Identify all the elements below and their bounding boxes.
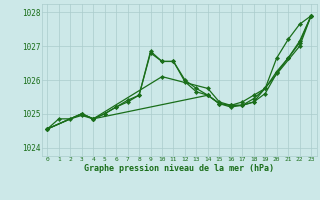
X-axis label: Graphe pression niveau de la mer (hPa): Graphe pression niveau de la mer (hPa) [84, 164, 274, 173]
